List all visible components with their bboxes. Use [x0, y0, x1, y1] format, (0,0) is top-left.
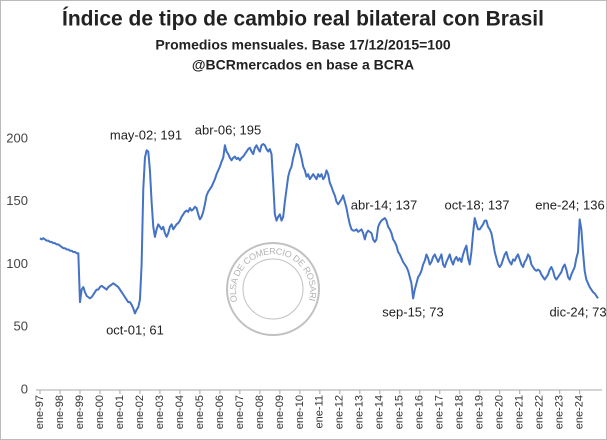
annotation: oct-01; 61	[106, 322, 164, 337]
x-tick-label: ene-01	[114, 395, 126, 429]
chart-subtitle: Promedios mensuales. Base 17/12/2015=100	[155, 37, 451, 53]
x-tick-label: ene-97	[34, 395, 46, 429]
x-tick-label: ene-11	[314, 395, 326, 428]
y-tick-label: 100	[6, 256, 28, 271]
y-tick-label: 0	[21, 381, 28, 396]
chart-source: @BCRmercados en base a BCRA	[192, 57, 414, 73]
x-tick-label: ene-17	[434, 395, 446, 429]
watermark-inner	[242, 258, 304, 320]
annotation: sep-15; 73	[382, 304, 443, 319]
x-tick-label: ene-06	[214, 395, 226, 429]
annotation: abr-14; 137	[351, 197, 418, 212]
x-tick-label: ene-99	[74, 395, 86, 429]
annotation: oct-18; 137	[444, 197, 509, 212]
y-tick-label: 150	[6, 193, 28, 208]
x-tick-label: ene-04	[174, 395, 186, 429]
x-tick-label: ene-05	[194, 395, 206, 429]
x-tick-label: ene-22	[534, 395, 546, 429]
x-tick-label: ene-16	[414, 395, 426, 429]
x-tick-label: ene-00	[94, 395, 106, 429]
x-tick-label: ene-24	[574, 395, 586, 429]
x-tick-label: ene-07	[234, 395, 246, 429]
y-tick-label: 50	[14, 319, 28, 334]
x-tick-label: ene-10	[294, 395, 306, 429]
x-tick-label: ene-14	[374, 395, 386, 429]
x-tick-label: ene-08	[254, 395, 266, 429]
x-tick-label: ene-19	[474, 395, 486, 429]
x-tick-label: ene-03	[154, 395, 166, 429]
x-tick-label: ene-98	[54, 395, 66, 429]
y-tick-label: 200	[6, 130, 28, 145]
x-tick-label: ene-13	[354, 395, 366, 429]
x-tick-label: ene-09	[274, 395, 286, 429]
annotation: may-02; 191	[110, 127, 182, 142]
annotation: ene-24; 136	[535, 197, 604, 212]
x-tick-label: ene-02	[134, 395, 146, 429]
x-tick-label: ene-23	[554, 395, 566, 429]
x-tick-label: ene-21	[514, 395, 526, 429]
series-line	[39, 143, 599, 315]
annotation: dic-24; 73	[549, 304, 606, 319]
x-tick-label: ene-15	[394, 395, 406, 429]
x-tick-label: ene-18	[454, 395, 466, 429]
x-tick-label: ene-20	[494, 395, 506, 429]
chart-title: Índice de tipo de cambio real bilateral …	[62, 8, 544, 31]
watermark-ring	[226, 242, 320, 336]
annotation: abr-06; 195	[195, 122, 262, 137]
x-tick-label: ene-12	[334, 395, 346, 429]
